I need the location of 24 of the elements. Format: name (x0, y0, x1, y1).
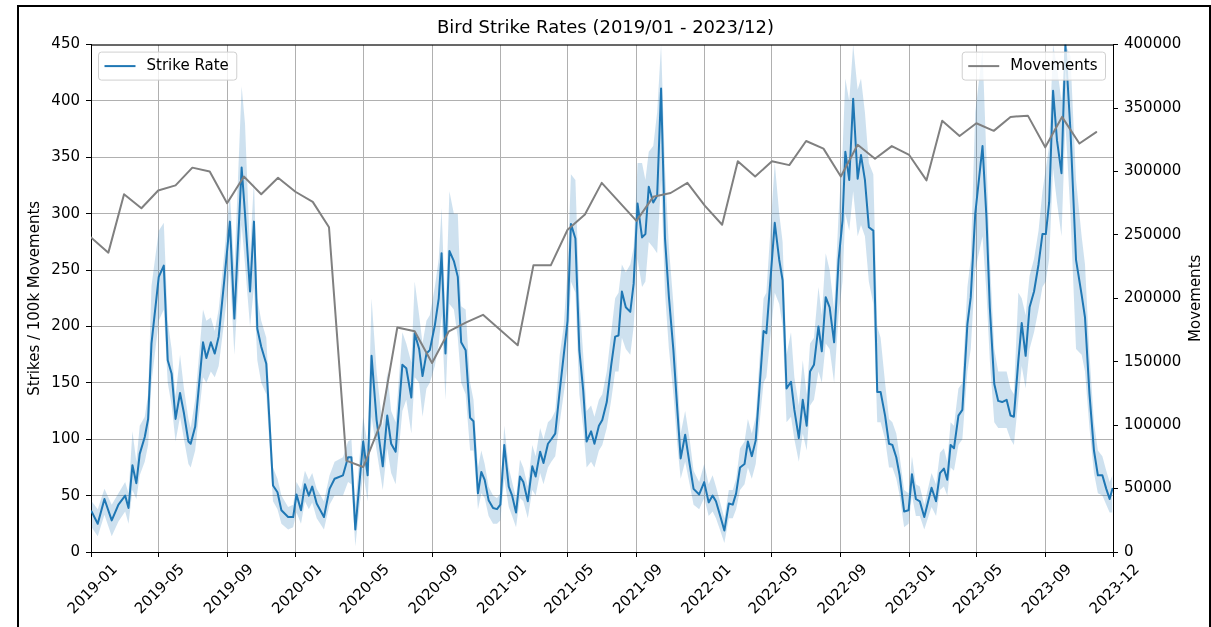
y2-tick-label: 200000 (1124, 288, 1182, 307)
y-axis-title: Strikes / 100k Movements (24, 200, 43, 396)
y-tick-label: 300 (51, 203, 80, 222)
y-tick-label: 150 (51, 372, 80, 391)
y2-tick-label: 250000 (1124, 224, 1182, 243)
y-tick-label: 100 (51, 429, 80, 448)
y-tick-label: 400 (51, 90, 80, 109)
y2-tick-label: 100000 (1124, 415, 1182, 434)
legend-label: Movements (1010, 55, 1098, 74)
y2-tick-label: 50000 (1124, 478, 1172, 497)
y-tick-label: 200 (51, 316, 80, 335)
y-tick-label: 0 (70, 541, 80, 560)
chart-title: Bird Strike Rates (2019/01 - 2023/12) (437, 16, 774, 38)
legend-label: Strike Rate (146, 55, 229, 74)
y2-tick-label: 400000 (1124, 34, 1182, 53)
y-tick-label: 350 (51, 147, 80, 166)
y-tick-label: 50 (60, 485, 80, 504)
y2-axis-title: Movements (1185, 254, 1204, 342)
y2-tick-label: 300000 (1124, 161, 1182, 180)
y2-tick-label: 350000 (1124, 97, 1182, 116)
y2-tick-label: 150000 (1124, 351, 1182, 370)
y-tick-label: 450 (51, 34, 80, 53)
y2-tick-label: 0 (1124, 541, 1134, 560)
y-tick-label: 250 (51, 260, 80, 278)
